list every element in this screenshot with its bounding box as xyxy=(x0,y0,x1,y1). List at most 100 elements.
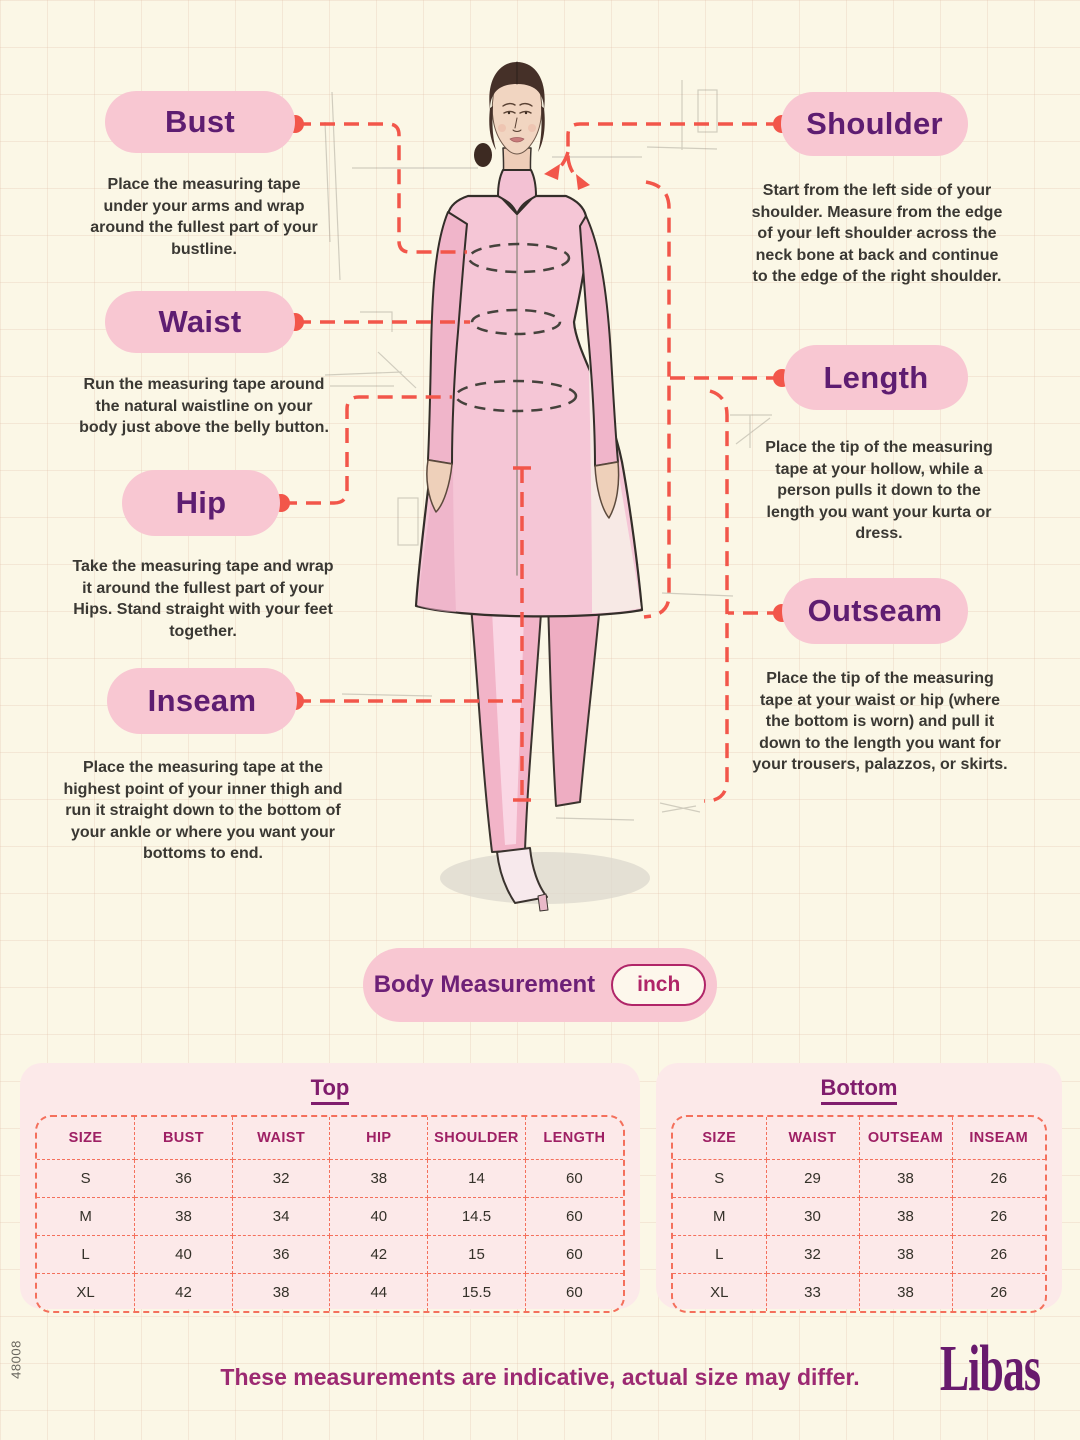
outseam-description: Place the tip of the measuring tape at y… xyxy=(752,670,1008,774)
inseam-line-caps xyxy=(513,466,531,802)
table-cell: S xyxy=(37,1159,136,1198)
bottom-table-title: Bottom xyxy=(656,1075,1062,1105)
column-header: WAIST xyxy=(766,1117,860,1160)
waist-label: Waist xyxy=(158,304,242,339)
table-cell: 29 xyxy=(766,1159,860,1198)
bottom-size-card: Bottom SIZE WAIST OUTSEAM INSEAM S 29 38 26 M 30 3… xyxy=(656,1063,1062,1313)
table-cell: 42 xyxy=(329,1235,429,1274)
column-header: HIP xyxy=(329,1117,429,1160)
table-cell: 32 xyxy=(232,1159,331,1198)
top-size-card: Top SIZE BUST WAIST HIP SHOULDER LENGTH S 36 32 3… xyxy=(20,1063,640,1313)
table-cell: 14.5 xyxy=(427,1197,526,1236)
table-cell: 34 xyxy=(232,1197,331,1236)
outseam-label: Outseam xyxy=(807,593,943,628)
body-measurement-bar: Body Measurement inch xyxy=(363,948,717,1022)
column-header: SHOULDER xyxy=(427,1117,526,1160)
size-table: SIZE BUST WAIST HIP SHOULDER LENGTH S 36 32 38 14 6… xyxy=(37,1117,623,1311)
column-header: OUTSEAM xyxy=(859,1117,953,1160)
top-table-title: Top xyxy=(20,1075,640,1105)
column-header: BUST xyxy=(134,1117,233,1160)
bust-description: Place the measuring tape under your arms… xyxy=(90,176,318,258)
table-cell: 38 xyxy=(232,1273,331,1311)
table-cell: XL xyxy=(673,1273,767,1311)
table-row: M 38 34 40 14.5 60 xyxy=(37,1197,623,1236)
table-row: S 29 38 26 xyxy=(673,1159,1045,1198)
table-cell: XL xyxy=(37,1273,136,1311)
table-cell: 60 xyxy=(525,1159,623,1198)
waist-ellipse xyxy=(470,308,562,336)
column-header: SIZE xyxy=(37,1117,136,1160)
table-cell: 14 xyxy=(427,1159,526,1198)
table-cell: 60 xyxy=(525,1235,623,1274)
bust-label: Bust xyxy=(164,104,236,139)
table-cell: 32 xyxy=(766,1235,860,1274)
table-cell: 38 xyxy=(859,1235,953,1274)
column-header: LENGTH xyxy=(525,1117,623,1160)
bottom-size-table: SIZE WAIST OUTSEAM INSEAM S 29 38 26 M 30 38 26 L 32 3… xyxy=(671,1115,1047,1313)
table-cell: 40 xyxy=(134,1235,233,1274)
table-cell: 15 xyxy=(427,1235,526,1274)
inseam-label: Inseam xyxy=(147,683,257,718)
side-code: 48008 xyxy=(8,1340,24,1379)
table-row: S 36 32 38 14 60 xyxy=(37,1159,623,1198)
connector-shoulder-branch-left xyxy=(553,151,570,174)
outseam-line xyxy=(704,389,729,803)
table-cell: S xyxy=(673,1159,767,1198)
table-cell: L xyxy=(37,1235,136,1274)
table-cell: 15.5 xyxy=(427,1273,526,1311)
table-cell: M xyxy=(673,1197,767,1236)
table-row: M 30 38 26 xyxy=(673,1197,1045,1236)
column-header: WAIST xyxy=(232,1117,331,1160)
table-cell: 38 xyxy=(329,1159,429,1198)
length-label: Length xyxy=(823,359,929,395)
table-cell: M xyxy=(37,1197,136,1236)
table-cell: 33 xyxy=(766,1273,860,1311)
size-table: SIZE WAIST OUTSEAM INSEAM S 29 38 26 M 30 38 26 L 32 3… xyxy=(673,1117,1045,1311)
table-row: XL 33 38 26 xyxy=(673,1273,1045,1311)
outseam-label-pill: Outseam xyxy=(782,578,968,644)
disclaimer-note: These measurements are indicative, actua… xyxy=(220,1364,860,1390)
bust-ellipse xyxy=(467,242,571,274)
table-cell: 38 xyxy=(134,1197,233,1236)
table-cell: 38 xyxy=(859,1197,953,1236)
model-figure xyxy=(414,61,644,912)
sketch-lines xyxy=(324,80,772,821)
shoulder-label: Shoulder xyxy=(806,106,943,141)
shoulder-label-pill: Shoulder xyxy=(781,92,968,156)
connector-bust xyxy=(296,122,467,254)
floor-shadow xyxy=(440,852,650,904)
table-cell: 26 xyxy=(952,1235,1045,1274)
inseam-description: Place the measuring tape at the highest … xyxy=(63,759,343,863)
body-measurement-title: Body Measurement xyxy=(373,971,596,998)
waist-label-pill: Waist xyxy=(105,291,295,353)
unit-toggle[interactable]: inch xyxy=(611,964,707,1006)
column-header: SIZE xyxy=(673,1117,767,1160)
waist-description: Run the measuring tape around the natura… xyxy=(79,376,329,437)
table-cell: 44 xyxy=(329,1273,429,1311)
shoulder-description: Start from the left side of your shoulde… xyxy=(751,182,1003,286)
table-cell: 36 xyxy=(232,1235,331,1274)
table-cell: 42 xyxy=(134,1273,233,1311)
length-label-pill: Length xyxy=(784,345,968,410)
table-cell: 38 xyxy=(859,1273,953,1311)
table-cell: 60 xyxy=(525,1197,623,1236)
shoulder-arrowheads xyxy=(544,164,590,190)
length-description: Place the tip of the measuring tape at y… xyxy=(765,439,993,543)
length-line xyxy=(643,180,671,619)
connector-shoulder xyxy=(566,122,781,160)
table-cell: 38 xyxy=(859,1159,953,1198)
connector-hip xyxy=(282,395,452,505)
hip-description: Take the measuring tape and wrap it arou… xyxy=(72,558,334,640)
table-row: L 40 36 42 15 60 xyxy=(37,1235,623,1274)
inseam-label-pill: Inseam xyxy=(107,668,297,734)
table-cell: 30 xyxy=(766,1197,860,1236)
hip-ellipse xyxy=(454,379,578,413)
column-header: INSEAM xyxy=(952,1117,1045,1160)
table-row: L 32 38 26 xyxy=(673,1235,1045,1274)
table-cell: 26 xyxy=(952,1197,1045,1236)
bust-label-pill: Bust xyxy=(105,91,295,153)
table-cell: 60 xyxy=(566,1284,583,1301)
top-size-table: SIZE BUST WAIST HIP SHOULDER LENGTH S 36 32 38 14 6… xyxy=(35,1115,625,1313)
